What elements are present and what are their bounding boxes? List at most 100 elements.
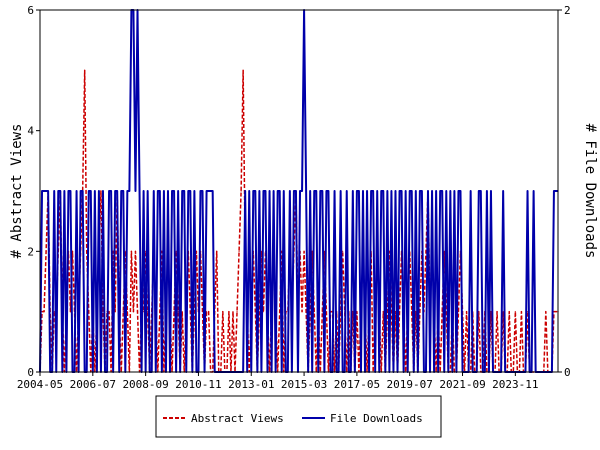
data-point bbox=[262, 190, 265, 192]
data-point bbox=[443, 250, 445, 252]
data-point bbox=[398, 311, 401, 313]
data-point bbox=[222, 311, 224, 313]
data-point bbox=[419, 190, 421, 192]
data-point bbox=[342, 250, 344, 252]
data-point bbox=[419, 311, 421, 313]
data-point bbox=[199, 190, 202, 192]
data-point bbox=[88, 311, 90, 313]
x-tick-label: 2006-07 bbox=[70, 378, 116, 391]
data-point bbox=[376, 190, 378, 192]
data-point bbox=[143, 190, 145, 192]
x-tick-label: 2023-11 bbox=[492, 378, 538, 391]
data-point bbox=[208, 311, 210, 313]
data-point bbox=[545, 311, 547, 313]
data-point bbox=[398, 190, 401, 192]
data-point bbox=[319, 190, 321, 192]
data-point bbox=[457, 311, 460, 313]
data-point bbox=[53, 311, 55, 313]
data-point bbox=[289, 190, 291, 192]
legend-label-file-downloads: File Downloads bbox=[330, 412, 423, 425]
data-point bbox=[53, 190, 55, 192]
legend: Abstract Views File Downloads bbox=[155, 395, 442, 438]
y-left-tick-label: 6 bbox=[27, 4, 34, 17]
data-point bbox=[258, 190, 260, 192]
data-point bbox=[390, 311, 393, 313]
data-point bbox=[205, 190, 208, 192]
data-point bbox=[145, 250, 147, 252]
data-point bbox=[386, 190, 388, 192]
data-point bbox=[313, 190, 315, 192]
data-point bbox=[161, 250, 163, 252]
data-point bbox=[189, 311, 191, 313]
data-point bbox=[254, 311, 256, 313]
data-point bbox=[236, 311, 238, 313]
data-point bbox=[283, 190, 285, 192]
axis-layer: 0 2 4 6 0 2 2004-05 2006-07 2008-09 2010-11 2013-0… bbox=[17, 4, 571, 391]
data-point bbox=[122, 190, 124, 192]
data-point bbox=[323, 250, 325, 252]
data-point bbox=[400, 190, 403, 192]
data-point bbox=[441, 311, 443, 313]
data-point bbox=[240, 190, 242, 192]
data-point bbox=[159, 190, 161, 192]
data-point bbox=[128, 190, 130, 192]
data-point bbox=[425, 250, 427, 252]
legend-label-abstract-views: Abstract Views bbox=[191, 412, 284, 425]
data-point bbox=[177, 311, 179, 313]
data-point bbox=[555, 190, 557, 192]
data-point bbox=[153, 190, 155, 192]
data-point bbox=[311, 250, 313, 252]
data-point bbox=[90, 190, 92, 192]
data-point bbox=[252, 190, 254, 192]
x-tick-label: 2004-05 bbox=[17, 378, 63, 391]
data-point bbox=[41, 190, 43, 192]
data-point bbox=[279, 311, 281, 313]
data-point bbox=[157, 190, 159, 192]
data-point bbox=[187, 190, 189, 192]
data-point bbox=[69, 311, 72, 313]
data-point bbox=[478, 311, 480, 313]
data-point bbox=[159, 311, 161, 313]
data-point bbox=[189, 190, 191, 192]
data-point bbox=[122, 311, 124, 313]
data-point bbox=[201, 311, 204, 313]
data-point bbox=[98, 190, 100, 192]
data-point bbox=[193, 311, 195, 313]
data-point bbox=[134, 190, 137, 192]
data-point bbox=[321, 190, 323, 192]
x-tick-label: 2010-11 bbox=[175, 378, 221, 391]
data-point bbox=[167, 190, 169, 192]
data-point bbox=[201, 190, 204, 192]
data-point bbox=[134, 250, 137, 252]
data-point bbox=[279, 190, 281, 192]
data-point bbox=[325, 311, 328, 313]
data-point bbox=[108, 311, 110, 313]
data-point bbox=[210, 190, 212, 192]
x-tick-label: 2008-09 bbox=[122, 378, 168, 391]
data-point bbox=[490, 190, 492, 192]
data-point bbox=[228, 311, 230, 313]
y-left-tick-label: 4 bbox=[27, 125, 34, 138]
data-point bbox=[327, 190, 330, 192]
data-point bbox=[175, 250, 177, 252]
data-point bbox=[490, 311, 492, 313]
plot-area-border bbox=[39, 9, 559, 373]
data-point bbox=[143, 311, 145, 313]
y-left-tick-label: 0 bbox=[27, 366, 34, 379]
data-point bbox=[212, 190, 214, 192]
data-point bbox=[526, 190, 529, 192]
data-point bbox=[356, 190, 358, 192]
data-point bbox=[441, 190, 443, 192]
data-point bbox=[301, 190, 303, 192]
data-point bbox=[303, 250, 305, 252]
data-point bbox=[502, 311, 504, 313]
data-point bbox=[470, 190, 472, 192]
data-point bbox=[47, 190, 49, 192]
data-point bbox=[449, 190, 451, 192]
legend-box bbox=[155, 395, 442, 438]
data-point bbox=[264, 190, 267, 192]
data-point bbox=[390, 190, 393, 192]
data-point bbox=[195, 250, 198, 252]
data-point bbox=[258, 311, 260, 313]
